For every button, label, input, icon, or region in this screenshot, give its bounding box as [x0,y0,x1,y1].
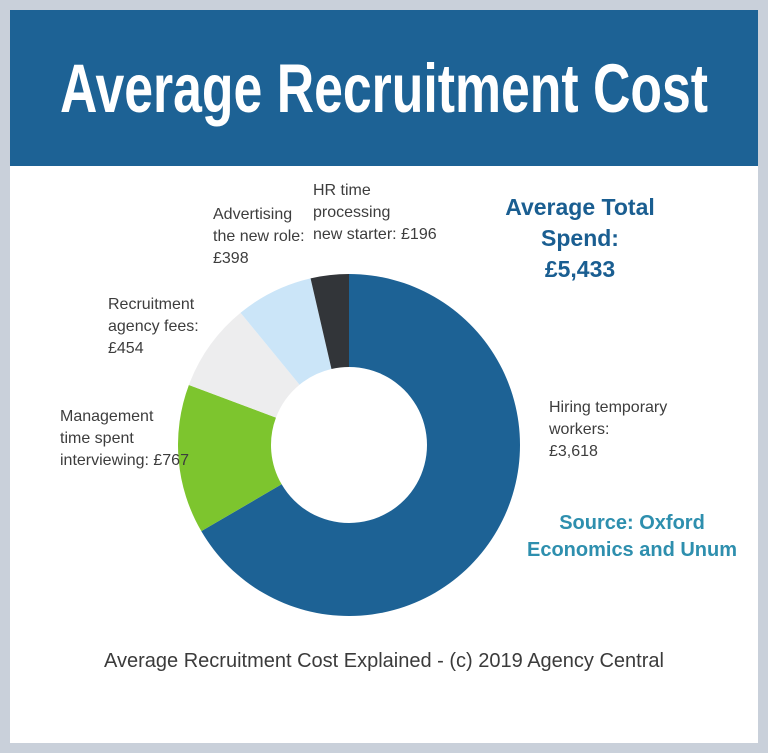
donut-segment-hiring-temporary-workers [201,274,520,616]
label-hr-time-processing: HR time processing new starter: £196 [313,182,437,243]
source-credit: Source: Oxford Economics and Unum [526,512,738,561]
label-recruitment-agency-fees: Recruitment agency fees: £454 [108,296,199,357]
footer-caption: Average Recruitment Cost Explained - (c)… [104,650,664,672]
page-title: Average Recruitment Cost [59,49,709,127]
donut-segment-management-time-interviewing [178,384,282,532]
label-advertising-new-role: Advertising the new role: £398 [213,206,305,267]
chart-area: HR time processing new starter: £196 Adv… [10,166,758,743]
average-total-spend: Average Total Spend: £5,433 [505,194,655,282]
label-hiring-temporary-workers: Hiring temporary workers: £3,618 [549,399,668,460]
header-banner: Average Recruitment Cost [10,10,758,166]
label-management-time-interviewing: Management time spent interviewing: £767 [60,408,189,469]
donut-segment-hr-time-processing-new-starter [310,274,349,369]
donut-segment-recruitment-agency-fees [188,312,300,418]
infographic: Average Recruitment Cost HR time process… [10,10,758,743]
donut-segment-advertising-new-role [240,278,332,385]
donut-chart [178,274,520,616]
